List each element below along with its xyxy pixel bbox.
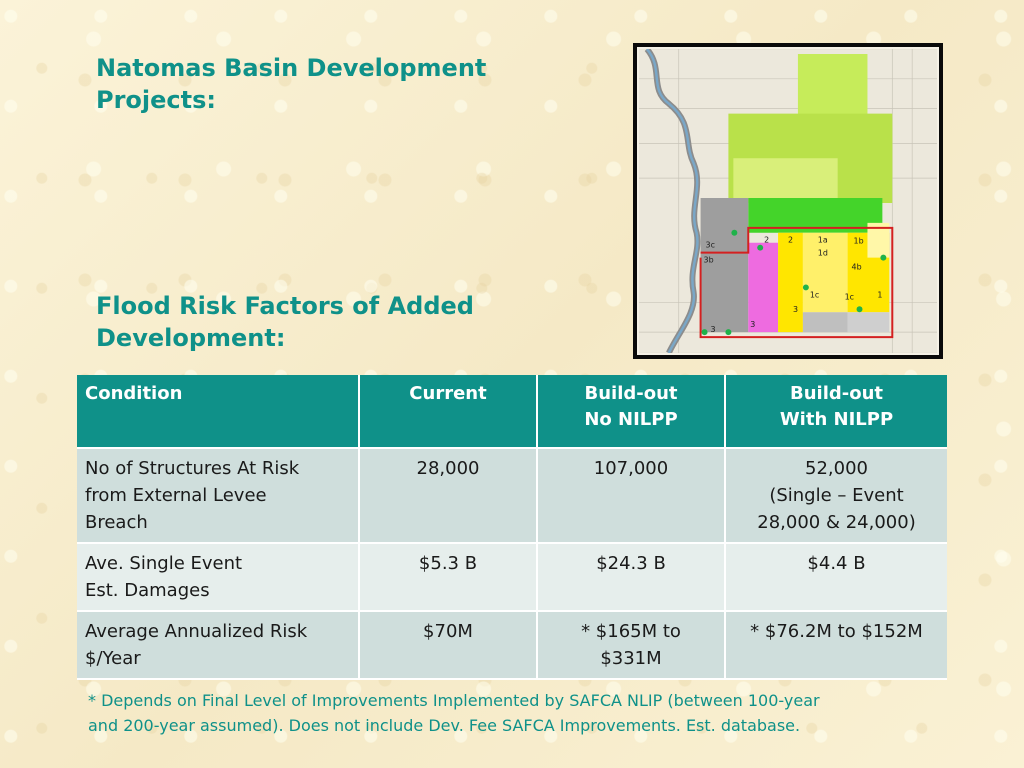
cell-no-nilpp: $24.3 B [537,543,726,612]
cell-with-nilpp: * $76.2M to $152M [725,611,947,680]
cell-text: Ave. Single Event [85,553,243,574]
cell-with-nilpp: $4.4 B [725,543,947,612]
page-title: Natomas Basin Development Projects: [96,54,487,114]
map-label: 3c [706,241,715,250]
header-current: Current [359,375,538,449]
map-label: 3 [711,325,716,334]
map-graphic: 3c 3b 2 2 1d 1a 1b 4b 1c 1c 1 3 3 3 [639,49,937,353]
table-row: Ave. Single Event Est. Damages $5.3 B $2… [77,543,947,612]
map-label: 1c [845,292,854,301]
header-label: Build-out [584,383,678,404]
table-header-row: Condition Current Build-out No NILPP Bui… [77,375,947,449]
cell-text: Average Annualized Risk [85,621,308,642]
cell-text: * $165M to [581,621,681,642]
cell-text: (Single – Event [769,485,904,506]
map-label: 3b [704,256,714,265]
cell-text: $5.3 B [418,553,478,574]
map-label: 4b [852,263,862,272]
map-label: 1b [854,237,864,246]
header-buildout-with-nilpp: Build-out With NILPP [725,375,947,449]
footnote: * Depends on Final Level of Improvements… [88,688,938,738]
cell-text: $70M [423,621,473,642]
header-condition: Condition [77,375,360,449]
cell-condition: Average Annualized Risk $/Year [77,611,360,680]
map-label: 1c [810,290,819,299]
map-label: 3 [750,320,755,329]
map-label: 1 [877,290,882,299]
cell-text: $331M [600,648,662,669]
cell-text: $24.3 B [596,553,666,574]
cell-current: $70M [359,611,538,680]
header-buildout-no-nilpp: Build-out No NILPP [537,375,726,449]
footnote-line: and 200-year assumed). Does not include … [88,716,801,735]
cell-current: $5.3 B [359,543,538,612]
cell-text: * $76.2M to $152M [750,621,923,642]
cell-text: 28,000 [416,458,480,479]
map-label: 2 [764,236,769,245]
cell-text: $/Year [85,648,141,669]
section-title: Flood Risk Factors of Added Development: [96,292,474,352]
map-label: 1d [818,249,828,258]
cell-text: Breach [85,512,148,533]
cell-text: Est. Damages [85,580,210,601]
map-label: 2 [788,236,793,245]
basin-map: 3c 3b 2 2 1d 1a 1b 4b 1c 1c 1 3 3 3 [633,43,943,359]
cell-condition: Ave. Single Event Est. Damages [77,543,360,612]
map-label: 3 [793,305,798,314]
cell-current: 28,000 [359,448,538,544]
flood-risk-table: Condition Current Build-out No NILPP Bui… [77,375,947,680]
cell-no-nilpp: * $165M to $331M [537,611,726,680]
header-label: No NILPP [584,409,678,430]
header-label: Build-out [789,383,883,404]
footnote-line: * Depends on Final Level of Improvements… [88,691,820,710]
cell-text: 28,000 & 24,000) [757,512,916,533]
cell-with-nilpp: 52,000 (Single – Event 28,000 & 24,000) [725,448,947,544]
cell-no-nilpp: 107,000 [537,448,726,544]
header-label: With NILPP [779,409,894,430]
map-label: 1a [818,236,828,245]
cell-text: $4.4 B [807,553,866,574]
table-row: Average Annualized Risk $/Year $70M * $1… [77,611,947,680]
header-label: Condition [85,383,183,404]
cell-text: from External Levee [85,485,267,506]
map-image: 3c 3b 2 2 1d 1a 1b 4b 1c 1c 1 3 3 3 [637,47,939,355]
header-label: Current [409,383,487,404]
cell-condition: No of Structures At Risk from External L… [77,448,360,544]
table-row: No of Structures At Risk from External L… [77,448,947,544]
cell-text: No of Structures At Risk [85,458,300,479]
cell-text: 52,000 [805,458,868,479]
cell-text: 107,000 [593,458,669,479]
